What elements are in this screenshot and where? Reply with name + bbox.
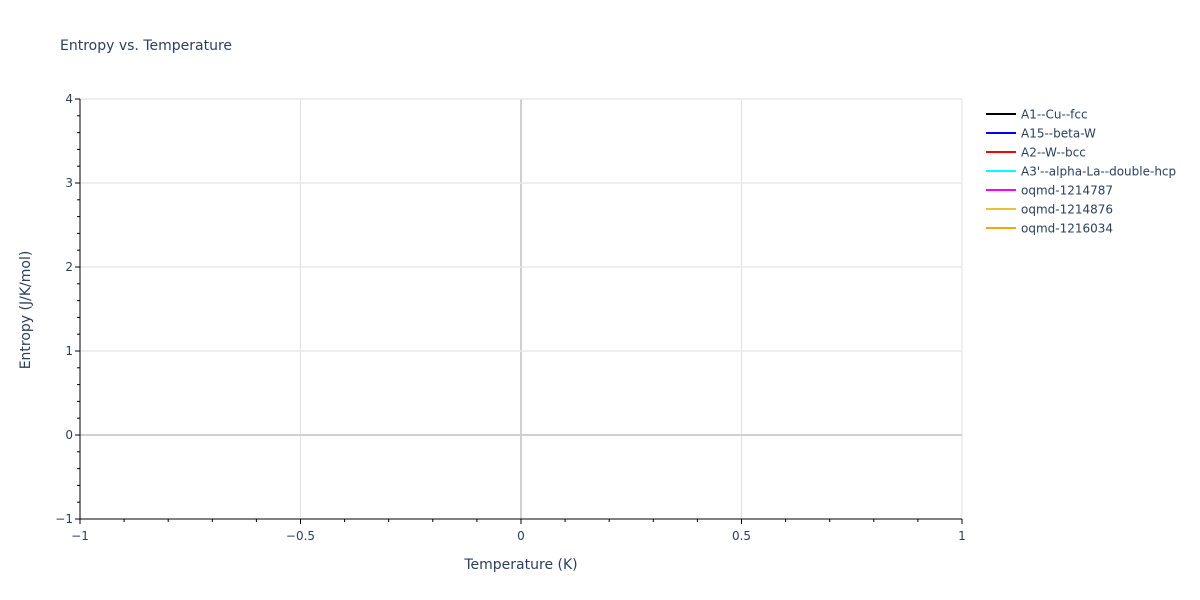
y-tick-label: 0: [65, 428, 73, 442]
legend: A1--Cu--fcc A15--beta-W A2--W--bcc A3'--alp…: [986, 108, 1176, 236]
x-tick-label: −1: [71, 529, 89, 543]
x-tick-label: 0: [517, 529, 525, 543]
legend-label: A1--Cu--fcc: [1021, 108, 1088, 122]
legend-label: A2--W--bcc: [1021, 146, 1086, 160]
y-tick-label: −1: [55, 512, 73, 526]
x-tick-label: −0.5: [286, 529, 315, 543]
legend-label: A15--beta-W: [1021, 127, 1096, 141]
y-tick-label: 3: [65, 176, 73, 190]
legend-label: oqmd-1214876: [1021, 203, 1113, 217]
legend-label: oqmd-1214787: [1021, 184, 1113, 198]
y-tick-label: 4: [65, 92, 73, 106]
x-axis-label: Temperature (K): [463, 557, 577, 573]
y-tick-label: 2: [65, 260, 73, 274]
legend-label: A3'--alpha-La--double-hcp: [1021, 165, 1176, 179]
y-axis-label: Entropy (J/K/mol): [18, 251, 34, 370]
x-tick-label: 1: [958, 529, 966, 543]
x-tick-label: 0.5: [732, 529, 751, 543]
chart-title: Entropy vs. Temperature: [60, 38, 232, 54]
legend-label: oqmd-1216034: [1021, 222, 1113, 236]
y-tick-label: 1: [65, 344, 73, 358]
